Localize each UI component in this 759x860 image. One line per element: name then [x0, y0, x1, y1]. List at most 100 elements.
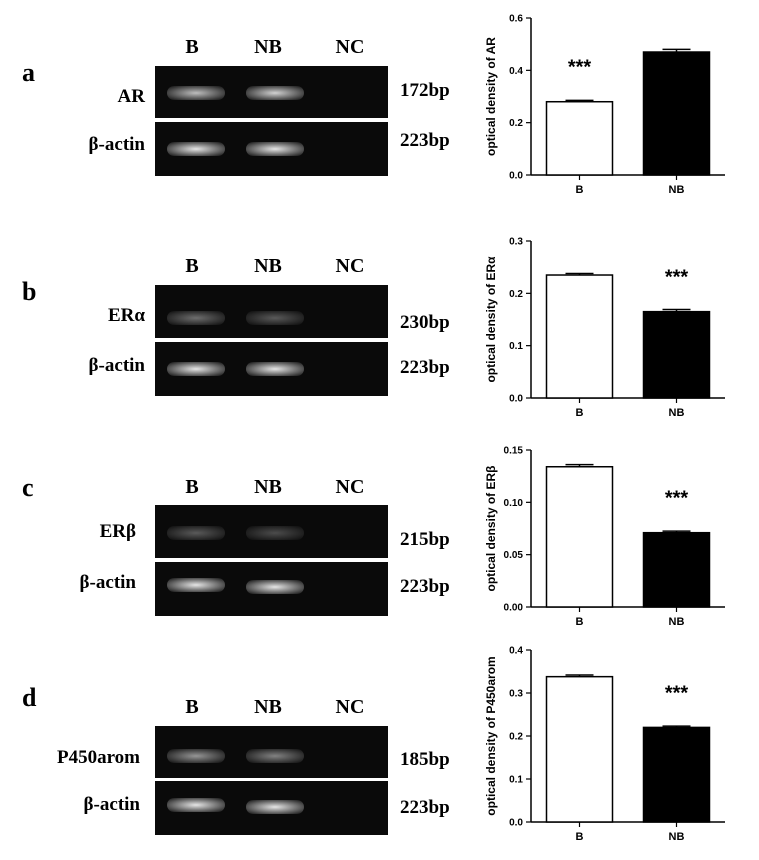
target-bp-label: 185bp — [400, 749, 450, 770]
gel-band — [167, 749, 225, 763]
y-axis-label: optical density of ERβ — [484, 465, 498, 591]
lane-label-nb: NB — [254, 476, 282, 498]
bar — [545, 100, 614, 176]
y-tick-label: 0.2 — [509, 289, 523, 300]
lane-label-nc: NC — [335, 476, 365, 498]
control-gene-label: β-actin — [88, 355, 145, 376]
y-tick-label: 0.1 — [509, 775, 523, 786]
x-tick-label: NB — [669, 616, 685, 628]
gel-band — [246, 362, 304, 376]
gel-band — [167, 142, 225, 156]
control-gene-label: β-actin — [83, 794, 140, 815]
gel-band — [167, 578, 225, 592]
y-axis-label: optical density of AR — [484, 37, 498, 156]
x-tick-label: B — [576, 616, 584, 628]
gel-control — [155, 122, 388, 176]
lane-label-b: B — [185, 255, 199, 277]
bar-chart-era: 0.0 0.1 0.2 0.3 optical density of ERα B NB *** — [484, 237, 725, 419]
gel-band — [246, 526, 304, 540]
significance-marker: *** — [665, 267, 689, 289]
panel-d: d B NB NC P450arom β-actin 185bp 223bp 0… — [0, 635, 759, 860]
y-tick-label: 0.6 — [509, 14, 523, 25]
panel-letter: b — [22, 277, 37, 306]
y-tick-label: 0.10 — [504, 498, 524, 509]
lane-label-nb: NB — [254, 255, 282, 277]
x-tick-label: B — [576, 407, 584, 419]
y-tick-label: 0.05 — [504, 550, 524, 561]
gel-control — [155, 562, 388, 616]
y-tick-label: 0.4 — [509, 66, 523, 77]
control-bp-label: 223bp — [400, 130, 450, 151]
target-gene-label: P450arom — [56, 747, 140, 768]
lane-label-b: B — [185, 36, 199, 58]
x-tick-label: NB — [669, 184, 685, 196]
gel-control — [155, 781, 388, 835]
lane-label-b: B — [185, 696, 199, 718]
y-tick-label: 0.3 — [509, 689, 523, 700]
significance-marker: *** — [665, 682, 689, 704]
gel-band — [167, 798, 225, 812]
bar-chart-erb: 0.00 0.05 0.10 0.15 optical density of ERβ B N… — [484, 446, 725, 628]
target-bp-label: 215bp — [400, 529, 450, 550]
bar — [545, 465, 614, 608]
y-tick-label: 0.4 — [509, 646, 523, 657]
gel-target — [155, 726, 388, 778]
target-gene-label: ERα — [108, 305, 145, 326]
y-tick-label: 0.00 — [504, 603, 524, 614]
lane-label-nb: NB — [254, 36, 282, 58]
target-gene-label: AR — [117, 86, 145, 107]
bar-chart-p450arom: 0.0 0.1 0.2 0.3 0.4 optical density of P450ar… — [484, 646, 725, 843]
panel-letter: c — [22, 473, 34, 502]
control-bp-label: 223bp — [400, 576, 450, 597]
y-axis-label: optical density of ERα — [484, 256, 498, 383]
panel-c: c B NB NC ERβ β-actin 215bp 223bp 0.00 0.… — [0, 425, 759, 635]
gel-band — [246, 749, 304, 763]
target-bp-label: 172bp — [400, 80, 450, 101]
control-bp-label: 223bp — [400, 797, 450, 818]
y-tick-label: 0.0 — [509, 394, 523, 405]
bar — [642, 726, 711, 823]
lane-label-nc: NC — [335, 255, 365, 277]
lane-label-b: B — [185, 476, 199, 498]
control-gene-label: β-actin — [88, 134, 145, 155]
lane-label-nc: NC — [335, 696, 365, 718]
gel-target — [155, 505, 388, 558]
lane-label-nc: NC — [335, 36, 365, 58]
y-tick-label: 0.2 — [509, 118, 523, 129]
gel-target — [155, 285, 388, 338]
bar — [642, 51, 711, 176]
panel-b: b B NB NC ERα β-actin 230bp 223bp 0.0 0.1… — [0, 215, 759, 425]
y-tick-label: 0.0 — [509, 171, 523, 182]
y-tick-label: 0.15 — [504, 446, 524, 457]
bar — [545, 675, 614, 823]
panel-letter: d — [22, 683, 37, 712]
bar-chart-ar: 0.0 0.2 0.4 0.6 optical density of AR B *** NB — [484, 14, 725, 196]
control-bp-label: 223bp — [400, 357, 450, 378]
gel-band — [167, 311, 225, 325]
panel-a: a B NB NC AR β-actin 172bp 223bp 0.0 0.2 0… — [0, 0, 759, 215]
bar — [545, 274, 614, 399]
bar — [642, 531, 711, 608]
significance-marker: *** — [665, 488, 689, 510]
control-gene-label: β-actin — [79, 572, 136, 593]
lane-label-nb: NB — [254, 696, 282, 718]
gel-band — [246, 580, 304, 594]
y-axis-label: optical density of P450arom — [484, 656, 498, 815]
y-tick-label: 0.3 — [509, 237, 523, 248]
target-bp-label: 230bp — [400, 312, 450, 333]
significance-marker: *** — [568, 57, 592, 79]
gel-band — [167, 526, 225, 540]
x-tick-label: NB — [669, 407, 685, 419]
gel-band — [246, 311, 304, 325]
y-tick-label: 0.0 — [509, 818, 523, 829]
bar — [642, 310, 711, 399]
y-tick-label: 0.1 — [509, 341, 523, 352]
gel-band — [167, 362, 225, 376]
gel-band — [246, 142, 304, 156]
x-tick-label: NB — [669, 831, 685, 843]
gel-band — [167, 86, 225, 100]
gel-control — [155, 342, 388, 396]
target-gene-label: ERβ — [99, 521, 136, 542]
panel-letter: a — [22, 58, 35, 87]
x-tick-label: B — [576, 831, 584, 843]
